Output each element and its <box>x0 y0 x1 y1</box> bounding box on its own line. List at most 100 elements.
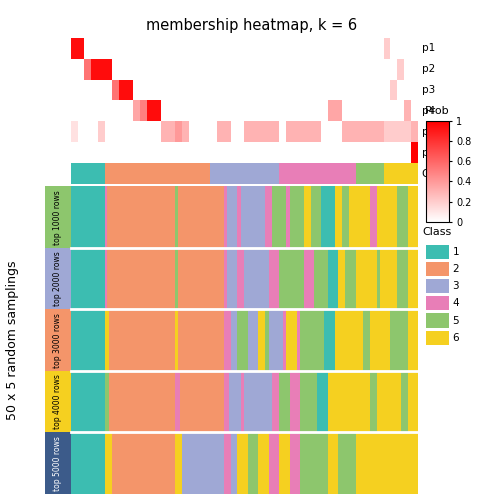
Bar <box>91 142 98 163</box>
Bar <box>363 309 369 371</box>
Bar <box>237 58 244 80</box>
Bar <box>342 163 349 184</box>
Bar <box>272 100 279 121</box>
Bar <box>335 38 342 58</box>
Bar <box>109 309 175 371</box>
Bar <box>182 432 224 494</box>
Text: 6: 6 <box>453 333 459 343</box>
Bar <box>230 309 237 371</box>
Bar <box>398 100 404 121</box>
Bar <box>189 121 196 142</box>
Bar <box>328 100 335 121</box>
Bar <box>248 309 259 371</box>
Bar <box>376 186 398 248</box>
Bar <box>356 432 418 494</box>
Bar <box>248 432 259 494</box>
Bar <box>251 100 259 121</box>
Bar <box>404 100 411 121</box>
Bar <box>237 121 244 142</box>
Bar <box>398 142 404 163</box>
Bar <box>300 163 307 184</box>
Bar <box>189 163 196 184</box>
Bar <box>303 248 314 309</box>
Bar <box>224 142 230 163</box>
Bar <box>133 80 140 100</box>
Bar <box>189 142 196 163</box>
Bar <box>300 432 328 494</box>
Bar <box>259 432 269 494</box>
Bar <box>196 142 203 163</box>
Bar <box>349 142 356 163</box>
Bar <box>356 163 363 184</box>
Bar <box>259 100 265 121</box>
Bar <box>107 248 175 309</box>
Bar <box>217 80 224 100</box>
Bar <box>126 100 133 121</box>
Bar <box>107 186 175 248</box>
Bar <box>175 371 180 432</box>
Bar <box>224 80 230 100</box>
Bar <box>328 80 335 100</box>
Bar <box>376 371 401 432</box>
Bar <box>349 80 356 100</box>
Bar <box>140 80 147 100</box>
Bar <box>227 186 237 248</box>
Bar <box>369 121 376 142</box>
Bar <box>217 142 224 163</box>
Bar <box>98 121 105 142</box>
Bar <box>307 80 314 100</box>
Text: p3: p3 <box>422 85 435 95</box>
Bar <box>272 38 279 58</box>
Bar <box>105 100 112 121</box>
Bar <box>217 58 224 80</box>
Bar <box>224 163 230 184</box>
Bar <box>244 248 269 309</box>
Bar <box>335 142 342 163</box>
Bar <box>349 163 356 184</box>
Bar <box>349 58 356 80</box>
Bar <box>244 121 251 142</box>
Bar <box>175 80 182 100</box>
Bar <box>335 80 342 100</box>
Bar <box>71 163 78 184</box>
Bar <box>286 58 293 80</box>
Bar <box>189 38 196 58</box>
Bar <box>85 80 91 100</box>
Bar <box>363 142 369 163</box>
Bar <box>85 38 91 58</box>
Bar <box>189 80 196 100</box>
Text: 1: 1 <box>453 247 459 257</box>
Bar <box>328 121 335 142</box>
Bar <box>269 309 283 371</box>
Bar <box>408 371 418 432</box>
Bar <box>279 100 286 121</box>
Bar <box>259 38 265 58</box>
Bar <box>182 163 189 184</box>
Bar <box>411 163 418 184</box>
Bar <box>314 38 321 58</box>
Bar <box>338 248 345 309</box>
Bar <box>391 121 398 142</box>
Bar <box>349 121 356 142</box>
Bar <box>384 142 391 163</box>
Bar <box>369 80 376 100</box>
Bar <box>210 38 217 58</box>
Text: top 4000 rows: top 4000 rows <box>53 374 62 429</box>
Bar <box>105 121 112 142</box>
Bar <box>230 163 237 184</box>
Bar <box>178 186 224 248</box>
Bar <box>391 38 398 58</box>
Bar <box>71 371 105 432</box>
Bar <box>91 58 98 80</box>
Bar <box>318 371 328 432</box>
Bar <box>147 38 154 58</box>
Bar <box>196 163 203 184</box>
Bar <box>203 121 210 142</box>
Bar <box>182 121 189 142</box>
Bar <box>293 38 300 58</box>
Text: top 2000 rows: top 2000 rows <box>53 251 62 306</box>
Bar <box>272 186 286 248</box>
Bar <box>391 142 398 163</box>
Bar <box>391 100 398 121</box>
Bar <box>411 100 418 121</box>
